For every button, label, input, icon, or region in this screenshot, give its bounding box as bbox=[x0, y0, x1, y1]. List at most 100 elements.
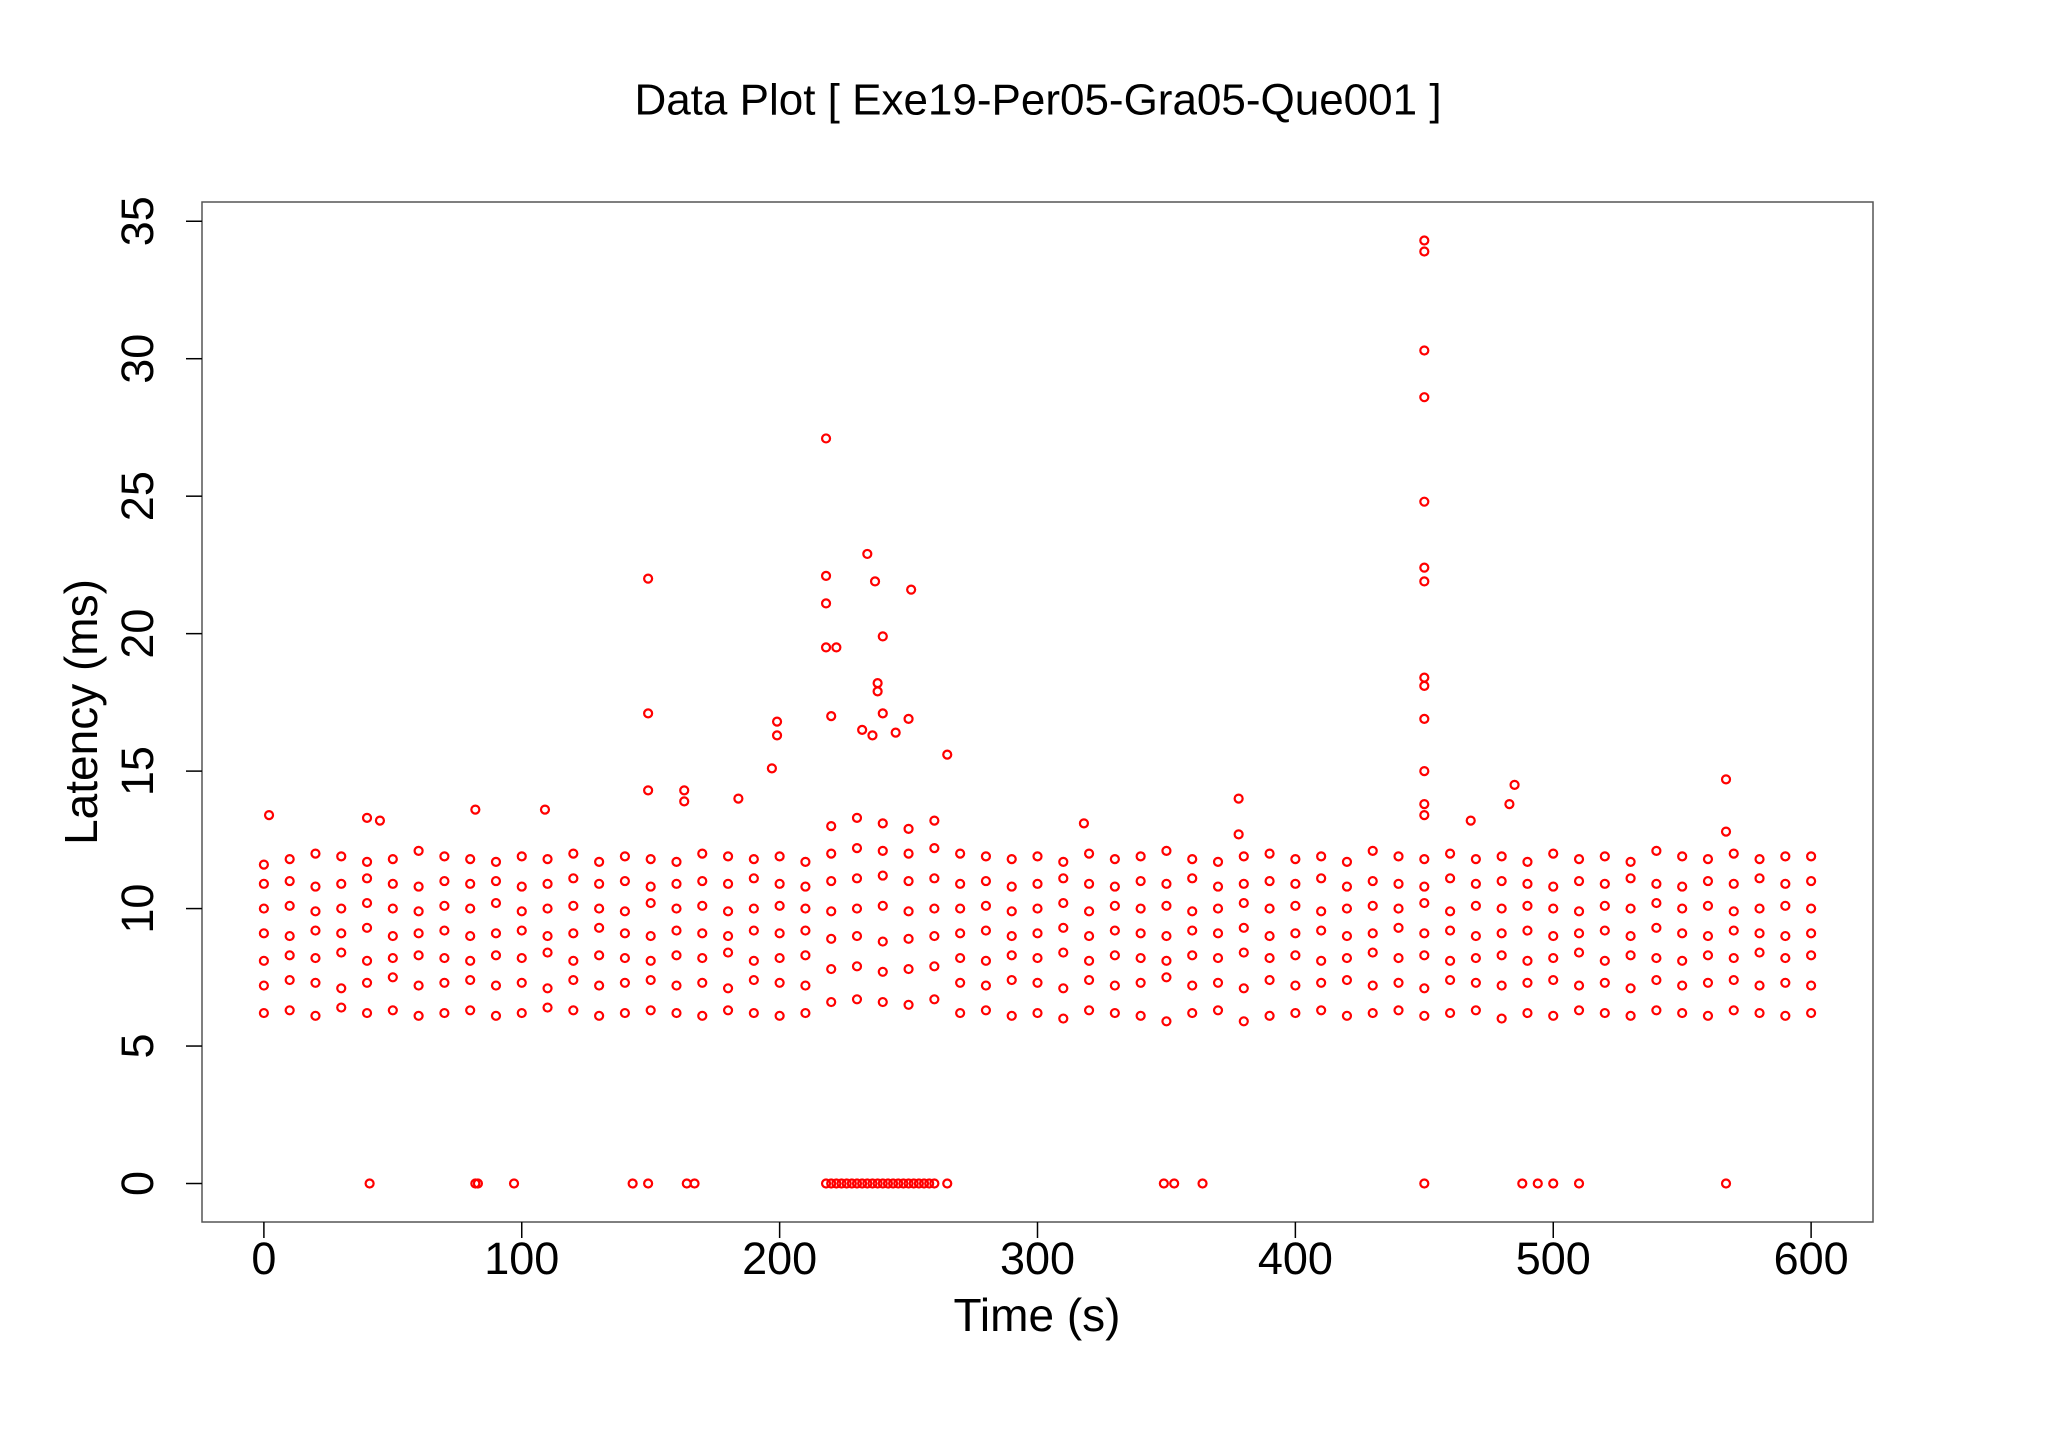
data-point bbox=[1006, 881, 1017, 892]
data-point bbox=[826, 711, 837, 722]
data-point bbox=[1548, 848, 1559, 859]
data-point bbox=[826, 996, 837, 1008]
data-point bbox=[877, 631, 888, 642]
data-point bbox=[1780, 977, 1791, 988]
data-point bbox=[1465, 815, 1476, 826]
data-point bbox=[1083, 848, 1095, 859]
data-point bbox=[516, 1007, 527, 1019]
data-point bbox=[1238, 897, 1249, 909]
data-point bbox=[1341, 952, 1353, 964]
data-point bbox=[1496, 875, 1507, 887]
x-tick-label: 600 bbox=[1774, 1233, 1849, 1284]
data-point bbox=[841, 1178, 852, 1189]
data-point bbox=[800, 950, 811, 961]
data-point bbox=[258, 928, 269, 939]
data-point bbox=[1316, 977, 1327, 988]
data-point bbox=[1341, 1010, 1353, 1021]
data-point bbox=[867, 730, 878, 741]
data-point bbox=[1677, 851, 1688, 862]
data-point bbox=[1109, 900, 1120, 911]
data-point bbox=[748, 925, 759, 936]
data-point bbox=[258, 980, 269, 991]
data-point bbox=[439, 1007, 450, 1019]
data-point bbox=[490, 980, 502, 991]
data-point bbox=[851, 1178, 863, 1189]
data-point bbox=[1161, 1016, 1172, 1027]
data-point bbox=[465, 974, 476, 986]
data-point bbox=[1083, 878, 1095, 889]
data-point bbox=[387, 972, 398, 983]
data-point bbox=[1548, 1178, 1559, 1189]
data-point bbox=[1316, 906, 1327, 917]
data-point bbox=[1548, 903, 1559, 914]
data-point bbox=[1135, 952, 1146, 964]
data-point bbox=[1341, 856, 1353, 867]
data-point bbox=[1419, 392, 1430, 403]
data-point bbox=[1702, 875, 1714, 887]
data-point bbox=[490, 856, 502, 867]
data-point bbox=[1393, 903, 1404, 914]
data-point bbox=[903, 933, 914, 944]
data-point bbox=[310, 906, 321, 917]
data-point bbox=[851, 842, 863, 854]
data-point bbox=[903, 848, 914, 859]
data-point bbox=[1444, 1007, 1456, 1019]
data-point bbox=[568, 955, 579, 966]
data-point bbox=[645, 930, 656, 942]
data-point bbox=[1599, 851, 1610, 862]
data-point bbox=[1522, 1007, 1533, 1019]
data-point bbox=[1316, 851, 1327, 862]
data-point bbox=[1651, 952, 1662, 964]
data-point bbox=[929, 994, 940, 1005]
data-point bbox=[374, 815, 386, 826]
y-tick-label: 20 bbox=[112, 609, 163, 659]
data-point bbox=[1444, 955, 1456, 966]
data-point bbox=[955, 928, 966, 939]
data-point bbox=[594, 878, 605, 889]
data-point bbox=[903, 963, 914, 975]
data-point bbox=[882, 1178, 894, 1189]
data-point bbox=[336, 928, 347, 939]
data-point bbox=[1444, 906, 1456, 917]
data-point bbox=[774, 851, 785, 862]
data-point bbox=[826, 875, 837, 887]
data-point bbox=[542, 983, 553, 994]
data-point bbox=[1083, 906, 1095, 917]
data-point bbox=[1702, 950, 1714, 961]
y-tick-label: 0 bbox=[112, 1171, 163, 1196]
data-point bbox=[1625, 903, 1636, 914]
data-point bbox=[361, 897, 373, 909]
data-point bbox=[1032, 977, 1043, 988]
data-point bbox=[1496, 950, 1507, 961]
data-point bbox=[1754, 928, 1765, 939]
data-point bbox=[1754, 1007, 1765, 1019]
data-point bbox=[310, 952, 321, 964]
data-point bbox=[1419, 345, 1430, 356]
data-point bbox=[310, 848, 321, 859]
data-point bbox=[869, 576, 881, 587]
data-point bbox=[1496, 980, 1507, 991]
data-point bbox=[722, 947, 734, 958]
data-point bbox=[877, 996, 888, 1008]
data-point bbox=[1599, 925, 1610, 936]
data-point bbox=[387, 878, 398, 889]
data-point bbox=[1006, 1010, 1017, 1021]
data-point bbox=[1496, 1013, 1507, 1024]
data-point bbox=[1419, 576, 1430, 587]
x-tick-label: 500 bbox=[1516, 1233, 1591, 1284]
data-point bbox=[689, 1178, 700, 1189]
data-point bbox=[1754, 980, 1765, 991]
data-point bbox=[1573, 980, 1585, 991]
data-point bbox=[980, 925, 992, 936]
data-point bbox=[1470, 878, 1481, 889]
data-point bbox=[877, 966, 888, 977]
data-point bbox=[1212, 928, 1224, 939]
data-point bbox=[1341, 881, 1353, 892]
data-point bbox=[542, 930, 553, 942]
data-point bbox=[387, 952, 398, 964]
data-point bbox=[800, 856, 811, 867]
data-point bbox=[1290, 878, 1301, 889]
data-point bbox=[1806, 875, 1817, 887]
data-point bbox=[1187, 950, 1198, 961]
